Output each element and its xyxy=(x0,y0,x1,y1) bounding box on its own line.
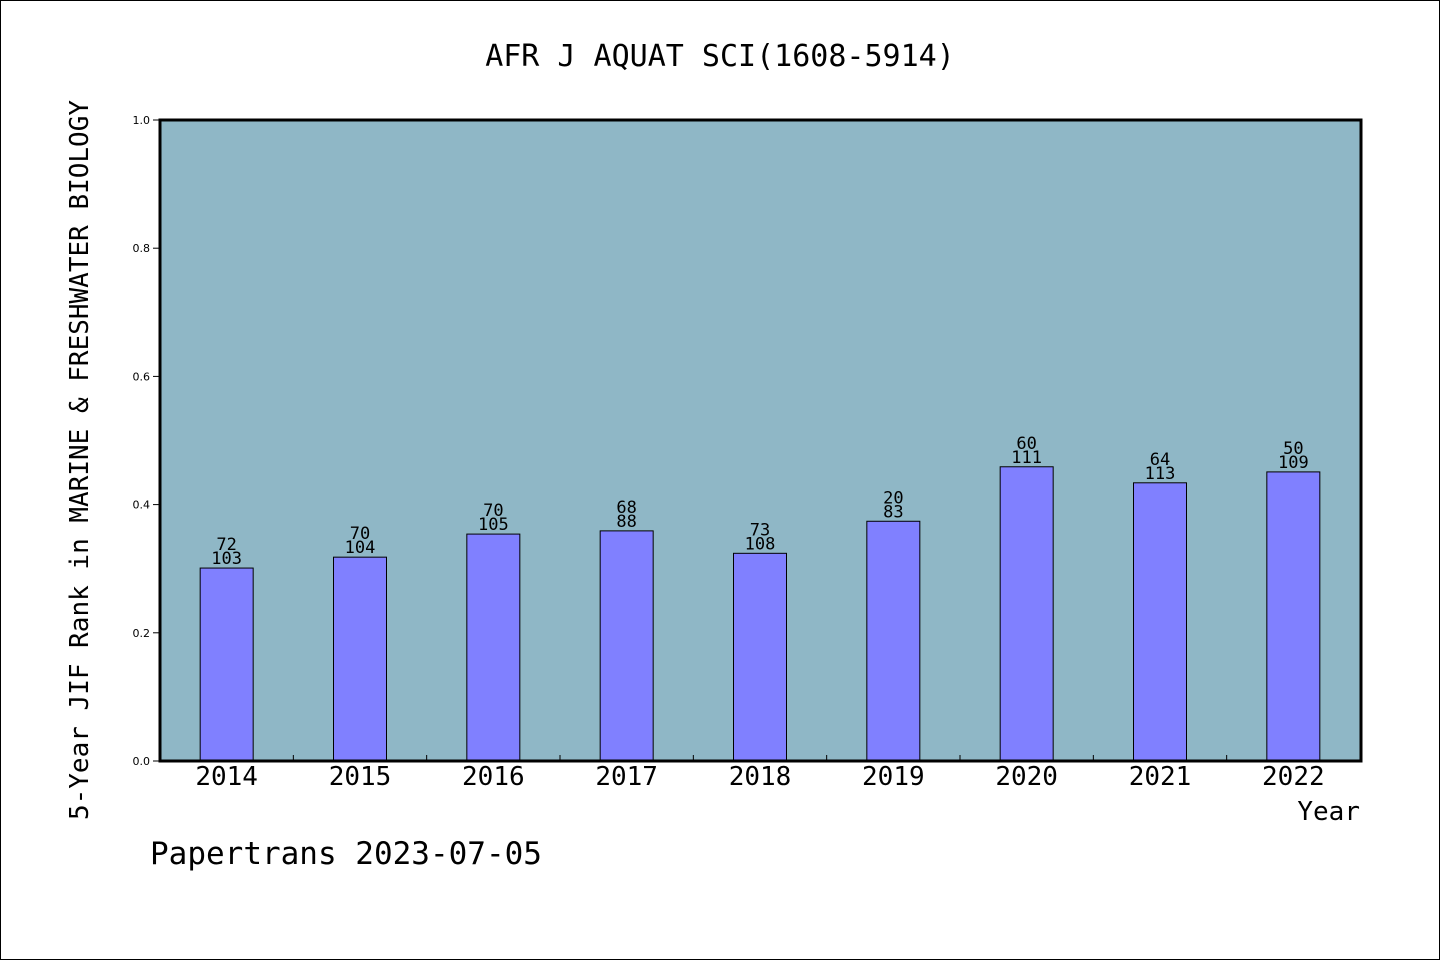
bar-label-bottom-2014: 103 xyxy=(211,549,242,569)
bar-label-top-2016: 70 xyxy=(483,501,503,521)
x-tick-label-2018: 2018 xyxy=(729,762,792,792)
bar-label-bottom-2015: 104 xyxy=(345,538,376,558)
bar-label-top-2017: 68 xyxy=(616,498,636,518)
bar-2018 xyxy=(733,552,787,762)
bar-label-bottom-2020: 111 xyxy=(1011,448,1042,468)
y-tick-label-5: 1.0 xyxy=(133,114,151,127)
bar-label-bottom-2021: 113 xyxy=(1145,464,1176,484)
bar-label-top-2019: 20 xyxy=(883,488,903,508)
bar-2022 xyxy=(1266,471,1321,762)
y-tick-label-3: 0.6 xyxy=(133,370,151,383)
x-tick-label-2020: 2020 xyxy=(995,762,1058,792)
bar-label-top-2021: 64 xyxy=(1150,450,1170,470)
y-tick-label-0: 0.0 xyxy=(133,755,151,768)
bar-2017 xyxy=(599,530,654,762)
x-axis-label: Year xyxy=(1297,797,1360,827)
bar-label-bottom-2022: 109 xyxy=(1278,453,1309,473)
bar-2016 xyxy=(466,533,521,762)
x-tick-label-2022: 2022 xyxy=(1262,762,1325,792)
y-tick-label-2: 0.4 xyxy=(133,499,151,512)
chart-title: AFR J AQUAT SCI(1608-5914) xyxy=(485,39,955,74)
footer-text: Papertrans 2023-07-05 xyxy=(150,836,542,872)
plot-border xyxy=(158,118,1363,763)
bar-2021 xyxy=(1133,482,1187,762)
bar-label-bottom-2016: 105 xyxy=(478,515,509,535)
bar-label-bottom-2018: 108 xyxy=(745,534,776,554)
bar-label-top-2020: 60 xyxy=(1016,434,1036,454)
x-tick-label-2014: 2014 xyxy=(195,762,258,792)
y-axis-label: 5-Year JIF Rank in MARINE & FRESHWATER B… xyxy=(65,100,95,820)
bar-2019 xyxy=(866,520,921,762)
y-tick-label-4: 0.8 xyxy=(133,242,151,255)
x-tick-label-2019: 2019 xyxy=(862,762,925,792)
bar-2014 xyxy=(199,567,254,762)
y-axis: 0.0 0.2 0.4 0.6 0.8 1.0 xyxy=(133,114,160,768)
x-tick-label-2016: 2016 xyxy=(462,762,525,792)
x-axis: 2014 2015 2016 2017 2018 2019 2020 2021 2022 xyxy=(195,755,1325,792)
bar-label-top-2022: 50 xyxy=(1283,439,1303,459)
bar-label-top-2015: 70 xyxy=(350,524,370,544)
bar-2015 xyxy=(333,556,387,762)
bar-label-top-2018: 73 xyxy=(750,520,770,540)
x-tick-label-2021: 2021 xyxy=(1129,762,1192,792)
bar-label-bottom-2019: 83 xyxy=(883,502,903,522)
y-tick-label-1: 0.2 xyxy=(133,627,151,640)
bar-2020 xyxy=(999,466,1054,762)
bar-label-bottom-2017: 88 xyxy=(616,512,636,532)
x-tick-label-2015: 2015 xyxy=(329,762,392,792)
bars-layer xyxy=(199,466,1321,762)
x-tick-label-2017: 2017 xyxy=(595,762,658,792)
bar-label-top-2014: 72 xyxy=(216,535,236,555)
